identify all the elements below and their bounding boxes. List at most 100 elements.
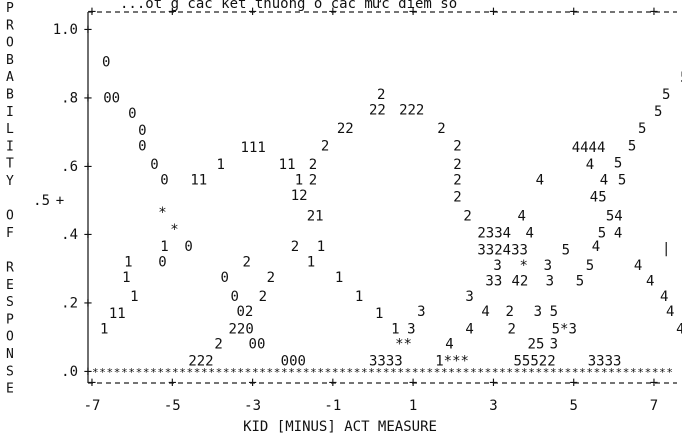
plot-symbol: 3 xyxy=(546,273,554,289)
ylabel-letter: O xyxy=(6,36,14,51)
ylabel-letter: E xyxy=(6,382,14,397)
plot-symbol: 2 xyxy=(453,138,461,154)
ylabel-letter: S xyxy=(6,364,14,379)
plot-symbol: 5 xyxy=(598,225,606,241)
plot-symbol: * xyxy=(170,222,178,238)
plot-symbol: 2 xyxy=(259,289,267,305)
y-axis-ticks: 1.0 + .8 + .6 + .5 + .4 + .2 + .0 + xyxy=(33,22,92,380)
plot-symbol: 2334 xyxy=(477,225,511,241)
plot-symbol: 2 xyxy=(267,270,275,286)
x-tick-label: -7 xyxy=(84,398,101,414)
y-tick-mark: + xyxy=(84,90,92,106)
ylabel-letter: F xyxy=(6,226,14,241)
plot-symbol: 1 xyxy=(216,157,224,173)
ylabel-letter: L xyxy=(6,122,14,137)
plot-symbol: 4 xyxy=(536,172,544,188)
plot-symbol: 1 xyxy=(122,270,130,286)
plot-symbol: 0 xyxy=(138,123,146,139)
plot-symbol: 54 xyxy=(606,208,623,224)
plot-symbol: 2 xyxy=(505,304,513,320)
plot-symbol: 3 xyxy=(417,304,425,320)
plot-symbol: 42 xyxy=(511,273,528,289)
bottom-border-plus: + xyxy=(489,375,497,391)
ylabel-letter: A xyxy=(6,70,14,85)
plot-symbol: 4 xyxy=(634,258,642,274)
ylabel-letter: R xyxy=(6,261,14,276)
plot-symbol: 4 xyxy=(586,157,594,173)
plot-symbol: 2 xyxy=(321,138,329,154)
bottom-border-plus: + xyxy=(329,375,337,391)
top-border-plus: + xyxy=(650,4,658,20)
plot-symbol: 332433 xyxy=(477,243,528,259)
plot-symbol: 4 xyxy=(526,225,534,241)
ylabel-letter: P xyxy=(6,312,14,327)
plot-symbol: 0 xyxy=(150,157,158,173)
plot-symbol: 5 xyxy=(618,172,626,188)
plot-symbol: 5 xyxy=(628,138,636,154)
y-tick-label: .6 xyxy=(61,159,78,175)
plot-symbol: 1 xyxy=(100,321,108,337)
plot-symbol: 12 xyxy=(291,188,308,204)
plot-symbol: 55522 xyxy=(514,354,556,370)
plot-symbol: 3 xyxy=(465,289,473,305)
x-axis-label: KID [MINUS] ACT MEASURE xyxy=(243,419,437,435)
plot-symbol: 1*** xyxy=(435,354,469,370)
plot-symbol: 11 xyxy=(109,306,126,322)
plot-symbol: 4 xyxy=(600,172,608,188)
plot-symbol: 0 xyxy=(158,255,166,271)
y-tick-label: .5 xyxy=(33,193,50,209)
y-tick-mark: + xyxy=(84,296,92,312)
plot-symbol: * xyxy=(158,205,166,221)
plot-symbol: 0 xyxy=(138,138,146,154)
x-tick-label: -5 xyxy=(164,398,181,414)
plot-symbol: 21 xyxy=(307,208,324,224)
plot-symbol: 02 xyxy=(237,304,254,320)
bottom-border-plus: + xyxy=(248,375,256,391)
baseline-asterisks: ****************************************… xyxy=(92,366,673,379)
plot-symbol: 0 xyxy=(220,270,228,286)
x-tick-label: 7 xyxy=(650,398,658,414)
plot-symbol: 3 xyxy=(534,304,542,320)
x-tick-label: -1 xyxy=(324,398,341,414)
top-border-plus: + xyxy=(569,4,577,20)
plot-symbol: 0 xyxy=(128,106,136,122)
plot-symbol: 3 xyxy=(550,337,558,353)
plot-symbol: 22 xyxy=(337,121,354,137)
plot-symbol: 2 xyxy=(463,208,471,224)
plot-symbol: 00 xyxy=(249,337,266,353)
ylabel-letter: P xyxy=(6,1,14,16)
plot-symbol: 3 xyxy=(407,321,415,337)
ylabel-letter: N xyxy=(6,347,14,362)
ylabel-letter: B xyxy=(6,88,14,103)
plot-symbol: 0 xyxy=(160,172,168,188)
bottom-border-plus: + xyxy=(168,375,176,391)
plot-symbol: 0 xyxy=(230,289,238,305)
y-tick-label: .8 xyxy=(61,90,78,106)
top-border-plus: + xyxy=(329,4,337,20)
y-tick-label: .4 xyxy=(61,227,78,243)
plot-symbol: 1 xyxy=(295,172,303,188)
plot-symbol: 220 xyxy=(228,321,253,337)
plot-symbol: 2 xyxy=(453,190,461,206)
header-fragment: ...ot g các ket thuong o các mức điểm so xyxy=(120,0,457,12)
plot-symbol: 5 xyxy=(662,87,670,103)
ylabel-letter: R xyxy=(6,18,14,33)
plot-symbol: * xyxy=(520,258,528,274)
plot-symbol: 2 xyxy=(377,87,385,103)
plot-symbol: 5 xyxy=(562,243,570,259)
plot-symbol: 44 xyxy=(676,321,682,337)
plot-symbol: 00 xyxy=(103,90,120,106)
top-border-plus: + xyxy=(409,4,417,20)
plot-symbol: 000 xyxy=(281,354,306,370)
plot-symbol: 3333 xyxy=(588,354,622,370)
x-tick-label: 5 xyxy=(569,398,577,414)
ylabel-letter: E xyxy=(6,278,14,293)
plot-symbol: 3 xyxy=(544,258,552,274)
y-tick-mark: + xyxy=(56,193,64,209)
x-tick-label: -3 xyxy=(244,398,261,414)
plot-symbol: 4 xyxy=(614,225,622,241)
plot-symbol: 222 xyxy=(399,102,424,118)
plot-symbol: 5 xyxy=(638,121,646,137)
plot-symbol: 2 xyxy=(291,239,299,255)
